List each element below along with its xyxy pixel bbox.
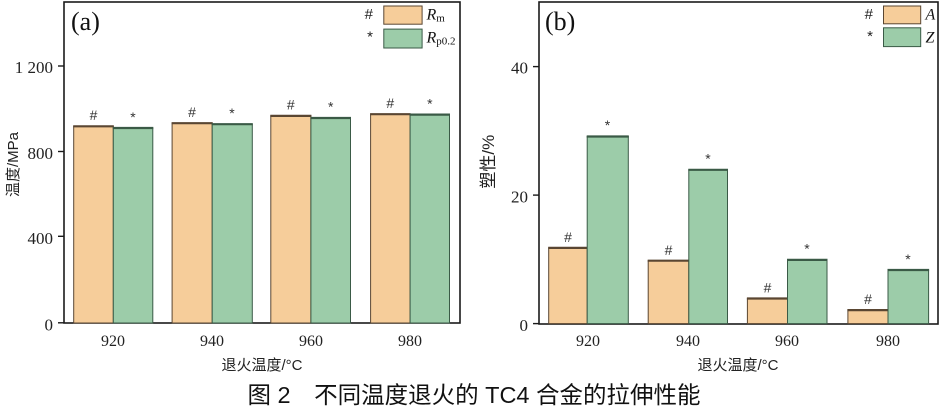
svg-text:20: 20 (511, 188, 528, 207)
svg-text:#: # (365, 6, 374, 23)
svg-text:*: * (328, 99, 334, 115)
svg-text:*: * (367, 29, 373, 46)
svg-text:(b): (b) (545, 7, 575, 36)
svg-text:(a): (a) (71, 7, 100, 36)
svg-text:#: # (564, 229, 572, 245)
svg-text:#: # (386, 95, 394, 111)
svg-text:*: * (804, 241, 810, 257)
svg-text:*: * (130, 109, 136, 125)
svg-text:*: * (705, 151, 711, 167)
svg-text:#: # (90, 107, 98, 123)
svg-text:#: # (287, 97, 295, 113)
svg-text:960: 960 (299, 333, 323, 350)
svg-text:980: 980 (876, 333, 900, 350)
svg-text:*: * (427, 96, 433, 112)
svg-text:0: 0 (45, 316, 54, 335)
svg-text:#: # (865, 6, 874, 23)
svg-text:退火温度/°C: 退火温度/°C (698, 357, 779, 374)
svg-text:920: 920 (101, 333, 125, 350)
svg-text:940: 940 (676, 333, 700, 350)
svg-text:Z: Z (926, 30, 936, 47)
svg-text:*: * (605, 117, 611, 133)
svg-text:退火温度/°C: 退火温度/°C (222, 357, 303, 374)
svg-text:#: # (188, 104, 196, 120)
svg-text:#: # (864, 291, 872, 307)
svg-text:塑性/%: 塑性/% (479, 135, 498, 189)
svg-text:400: 400 (28, 229, 54, 248)
svg-text:800: 800 (28, 144, 54, 163)
svg-text:940: 940 (200, 333, 224, 350)
svg-text:40: 40 (511, 59, 528, 78)
svg-text:960: 960 (775, 333, 799, 350)
svg-text:温度/MPa: 温度/MPa (5, 131, 22, 197)
svg-text:980: 980 (398, 333, 422, 350)
svg-text:#: # (764, 280, 772, 296)
svg-text:A: A (925, 7, 936, 24)
svg-text:920: 920 (576, 333, 600, 350)
svg-text:*: * (867, 28, 873, 45)
svg-text:0: 0 (520, 316, 529, 335)
svg-text:1 200: 1 200 (15, 58, 53, 77)
svg-text:*: * (229, 105, 235, 121)
svg-text:#: # (665, 242, 673, 258)
svg-text:*: * (905, 251, 911, 267)
svg-text:图 2 不同温度退火的 TC4 合金的拉伸性能: 图 2 不同温度退火的 TC4 合金的拉伸性能 (247, 382, 700, 408)
